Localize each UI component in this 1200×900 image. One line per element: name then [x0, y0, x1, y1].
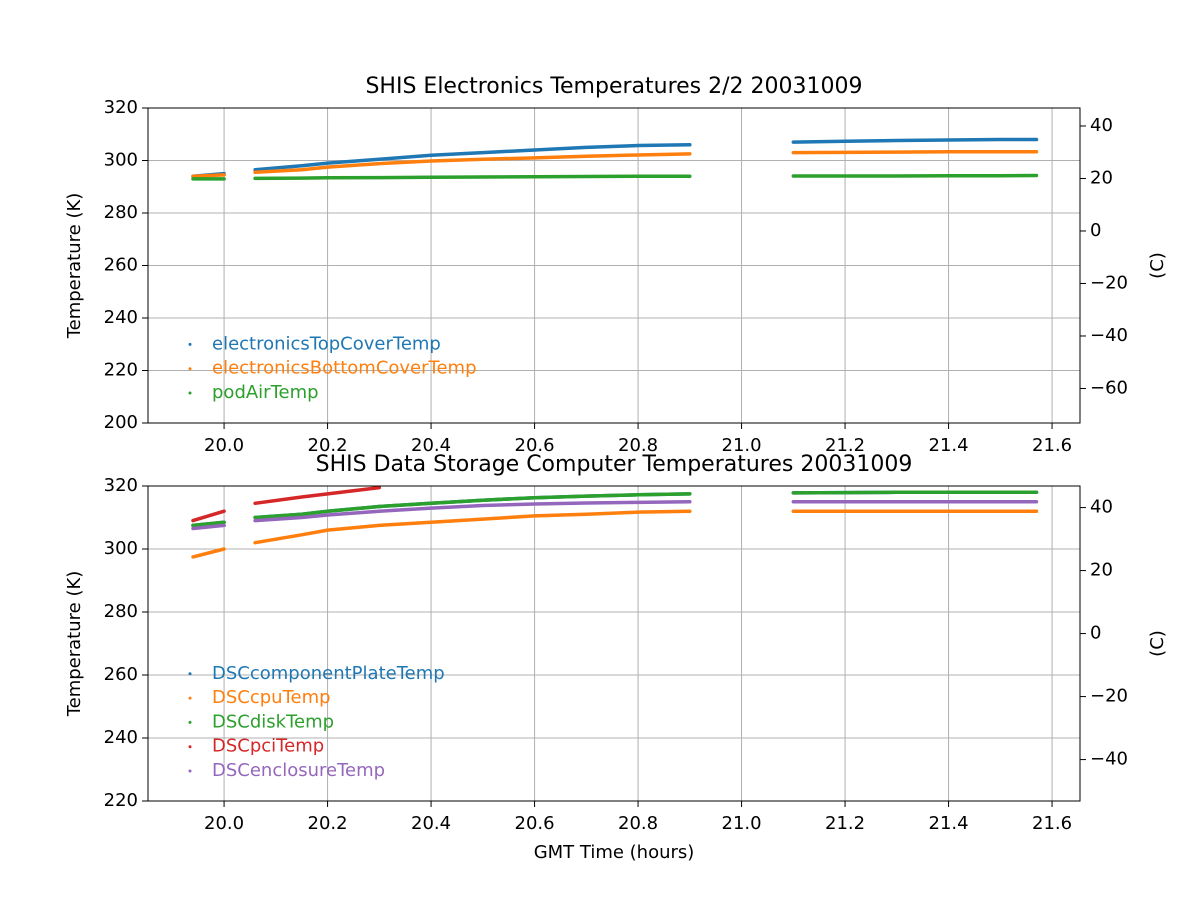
y2-tick-label: 40 [1090, 115, 1113, 136]
legend-label: DSCpciTemp [212, 736, 324, 757]
y2-tick-label: −20 [1090, 272, 1128, 293]
x-tick-label: 20.2 [308, 435, 348, 456]
x-tick-label: 21.4 [929, 813, 969, 834]
chart-title: SHIS Data Storage Computer Temperatures … [316, 452, 913, 477]
x-tick-label: 20.2 [308, 813, 348, 834]
x-tick-label: 20.0 [204, 813, 244, 834]
legend-marker [188, 367, 192, 371]
legend: electronicsTopCoverTemp electronicsBottom… [188, 333, 477, 403]
series-line [191, 500, 1039, 531]
y-tick-label: 300 [104, 150, 138, 171]
y-tick-label: 240 [104, 727, 138, 748]
y-tick-label: 300 [104, 538, 138, 559]
series-line [191, 490, 1039, 528]
x-tick-label: 21.2 [825, 435, 865, 456]
legend-marker [188, 720, 192, 724]
x-tick-label: 20.6 [515, 813, 555, 834]
y-tick-label: 280 [104, 202, 138, 223]
chart-title: SHIS Electronics Temperatures 2/2 200310… [365, 74, 862, 99]
y-tick-label: 280 [104, 601, 138, 622]
legend-label: electronicsBottomCoverTemp [212, 358, 477, 379]
y-tick-label: 240 [104, 307, 138, 328]
y-axis-label: Temperature (K) [64, 193, 85, 340]
series-line [191, 486, 382, 523]
legend-label: DSCcpuTemp [212, 687, 331, 708]
y2-tick-label: 20 [1090, 167, 1113, 188]
x-tick-label: 21.4 [929, 435, 969, 456]
y-axis-label: Temperature (K) [64, 571, 85, 718]
series-line [191, 150, 1039, 179]
y-tick-label: 220 [104, 790, 138, 811]
x-tick-label: 20.8 [618, 435, 658, 456]
y-tick-label: 320 [104, 97, 138, 118]
y-tick-label: 260 [104, 664, 138, 685]
y2-tick-label: 0 [1090, 220, 1101, 241]
legend-label: podAirTemp [212, 382, 319, 403]
x-tick-label: 20.0 [204, 435, 244, 456]
x-axis-label: GMT Time (hours) [534, 842, 695, 863]
x-tick-label: 20.8 [618, 813, 658, 834]
x-tick-label: 20.6 [515, 435, 555, 456]
series-line [191, 173, 1039, 181]
legend-marker [188, 342, 192, 346]
y2-tick-label: −40 [1090, 749, 1128, 770]
y2-tick-label: −40 [1090, 325, 1128, 346]
legend-label: DSCdiskTemp [212, 711, 334, 732]
legend-marker [188, 769, 192, 773]
x-tick-label: 21.0 [722, 813, 762, 834]
y2-tick-label: 40 [1090, 497, 1113, 518]
legend-label: electronicsTopCoverTemp [212, 333, 441, 354]
x-tick-label: 21.0 [722, 435, 762, 456]
axes-frame [147, 107, 1081, 424]
legend-marker [188, 745, 192, 749]
x-tick-label: 21.6 [1032, 813, 1072, 834]
y2-axis-label: (C) [1147, 252, 1168, 279]
axes-frame [147, 485, 1081, 802]
legend-label: DSCcomponentPlateTemp [212, 663, 445, 684]
y-tick-label: 320 [104, 475, 138, 496]
subplot: 20.0 20.2 20.4 20.6 20.8 21.0 21.2 21.4 21.6 220 2… [64, 452, 1168, 863]
legend-marker [188, 696, 192, 700]
x-tick-label: 20.4 [411, 435, 451, 456]
y2-tick-label: −60 [1090, 377, 1128, 398]
legend: DSCcomponentPlateTemp DSCcpuTemp DSCdiskTe… [188, 663, 445, 781]
y-tick-label: 260 [104, 255, 138, 276]
legend-marker [188, 391, 192, 395]
x-tick-label: 21.2 [825, 813, 865, 834]
y-tick-label: 220 [104, 360, 138, 381]
x-tick-label: 21.6 [1032, 435, 1072, 456]
y2-tick-label: 0 [1090, 623, 1101, 644]
legend-label: DSCenclosureTemp [212, 760, 385, 781]
y2-tick-label: 20 [1090, 560, 1113, 581]
series-line [191, 509, 1039, 559]
y2-tick-label: −20 [1090, 686, 1128, 707]
y-tick-label: 200 [104, 412, 138, 433]
x-tick-label: 20.4 [411, 813, 451, 834]
subplot: 20.0 20.2 20.4 20.6 20.8 21.0 21.2 21.4 21.62002… [64, 74, 1168, 456]
legend-marker [188, 672, 192, 676]
y2-axis-label: (C) [1147, 630, 1168, 657]
